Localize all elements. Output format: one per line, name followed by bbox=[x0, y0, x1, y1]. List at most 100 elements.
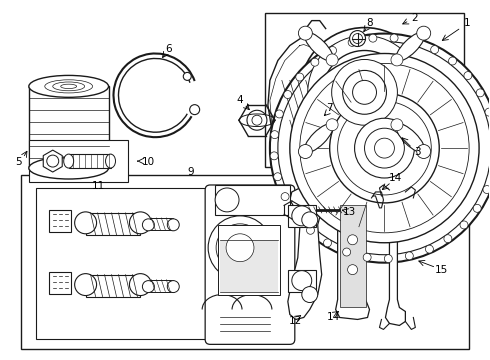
Circle shape bbox=[270, 33, 490, 263]
Polygon shape bbox=[43, 150, 62, 172]
Bar bbox=[49, 272, 71, 293]
Circle shape bbox=[405, 252, 414, 260]
Ellipse shape bbox=[304, 32, 333, 61]
Circle shape bbox=[323, 50, 406, 134]
Bar bbox=[218, 225, 280, 294]
Ellipse shape bbox=[304, 124, 333, 152]
Circle shape bbox=[460, 221, 468, 229]
Bar bbox=[36, 188, 207, 339]
Polygon shape bbox=[386, 188, 405, 325]
Text: 8: 8 bbox=[366, 18, 373, 28]
Circle shape bbox=[271, 131, 279, 139]
Circle shape bbox=[329, 46, 337, 54]
Circle shape bbox=[473, 204, 481, 212]
Circle shape bbox=[347, 235, 358, 245]
Circle shape bbox=[302, 212, 318, 228]
Circle shape bbox=[308, 36, 421, 149]
Bar bbox=[148, 218, 173, 230]
Text: 11: 11 bbox=[92, 181, 105, 191]
Circle shape bbox=[363, 253, 371, 261]
Circle shape bbox=[391, 119, 403, 131]
Bar bbox=[148, 280, 173, 292]
Circle shape bbox=[353, 80, 376, 104]
Polygon shape bbox=[288, 188, 328, 319]
Bar bbox=[21, 175, 469, 349]
Circle shape bbox=[292, 206, 312, 226]
Circle shape bbox=[489, 165, 490, 173]
Ellipse shape bbox=[129, 212, 151, 234]
Text: 14: 14 bbox=[327, 312, 340, 323]
Circle shape bbox=[365, 128, 404, 168]
Circle shape bbox=[216, 224, 264, 272]
Circle shape bbox=[47, 155, 59, 167]
Circle shape bbox=[275, 110, 283, 118]
Bar bbox=[49, 210, 71, 232]
FancyBboxPatch shape bbox=[205, 185, 295, 345]
Circle shape bbox=[391, 54, 403, 66]
Bar bbox=[340, 205, 366, 306]
Circle shape bbox=[292, 211, 300, 219]
Text: 3: 3 bbox=[414, 147, 420, 157]
Circle shape bbox=[374, 138, 394, 158]
Circle shape bbox=[252, 115, 262, 125]
Circle shape bbox=[208, 216, 272, 280]
Circle shape bbox=[355, 118, 415, 178]
Circle shape bbox=[183, 72, 191, 80]
Circle shape bbox=[411, 38, 419, 46]
Circle shape bbox=[348, 39, 356, 46]
Circle shape bbox=[349, 31, 366, 46]
Bar bbox=[29, 140, 128, 182]
Ellipse shape bbox=[143, 280, 154, 293]
Bar bbox=[288, 205, 316, 227]
Circle shape bbox=[347, 265, 358, 275]
Circle shape bbox=[270, 152, 278, 160]
Ellipse shape bbox=[167, 219, 179, 231]
Circle shape bbox=[326, 54, 338, 66]
Text: 6: 6 bbox=[165, 44, 172, 54]
Circle shape bbox=[323, 239, 332, 247]
Circle shape bbox=[444, 235, 452, 243]
Circle shape bbox=[292, 271, 312, 291]
Text: 1: 1 bbox=[464, 18, 470, 28]
Text: 4: 4 bbox=[237, 95, 244, 105]
Bar bbox=[288, 270, 316, 292]
Bar bbox=[29, 86, 108, 168]
Circle shape bbox=[306, 226, 315, 234]
Circle shape bbox=[464, 72, 472, 80]
Ellipse shape bbox=[64, 154, 74, 168]
Circle shape bbox=[485, 108, 490, 116]
Circle shape bbox=[281, 193, 289, 201]
Circle shape bbox=[300, 63, 469, 233]
Ellipse shape bbox=[105, 154, 116, 168]
Circle shape bbox=[390, 34, 398, 42]
Text: 14: 14 bbox=[389, 173, 402, 183]
Circle shape bbox=[332, 59, 397, 125]
Ellipse shape bbox=[215, 188, 239, 212]
Circle shape bbox=[369, 34, 377, 42]
Ellipse shape bbox=[298, 144, 312, 158]
Ellipse shape bbox=[29, 157, 108, 179]
Circle shape bbox=[290, 54, 479, 243]
Circle shape bbox=[274, 173, 282, 181]
Circle shape bbox=[384, 255, 392, 262]
Circle shape bbox=[247, 110, 267, 130]
Ellipse shape bbox=[129, 274, 151, 296]
Circle shape bbox=[300, 28, 429, 157]
Circle shape bbox=[330, 93, 439, 203]
Ellipse shape bbox=[74, 212, 97, 234]
Circle shape bbox=[284, 90, 292, 99]
Bar bbox=[265, 13, 464, 167]
Ellipse shape bbox=[416, 26, 431, 40]
Circle shape bbox=[302, 287, 318, 302]
Circle shape bbox=[190, 105, 199, 114]
Bar bbox=[215, 185, 290, 215]
Text: 10: 10 bbox=[142, 157, 155, 167]
Polygon shape bbox=[334, 190, 369, 319]
Text: 9: 9 bbox=[187, 167, 194, 177]
Circle shape bbox=[448, 57, 457, 65]
Circle shape bbox=[343, 71, 387, 114]
Ellipse shape bbox=[396, 124, 424, 152]
Text: 13: 13 bbox=[343, 207, 356, 217]
Circle shape bbox=[353, 33, 363, 44]
Ellipse shape bbox=[298, 26, 312, 40]
